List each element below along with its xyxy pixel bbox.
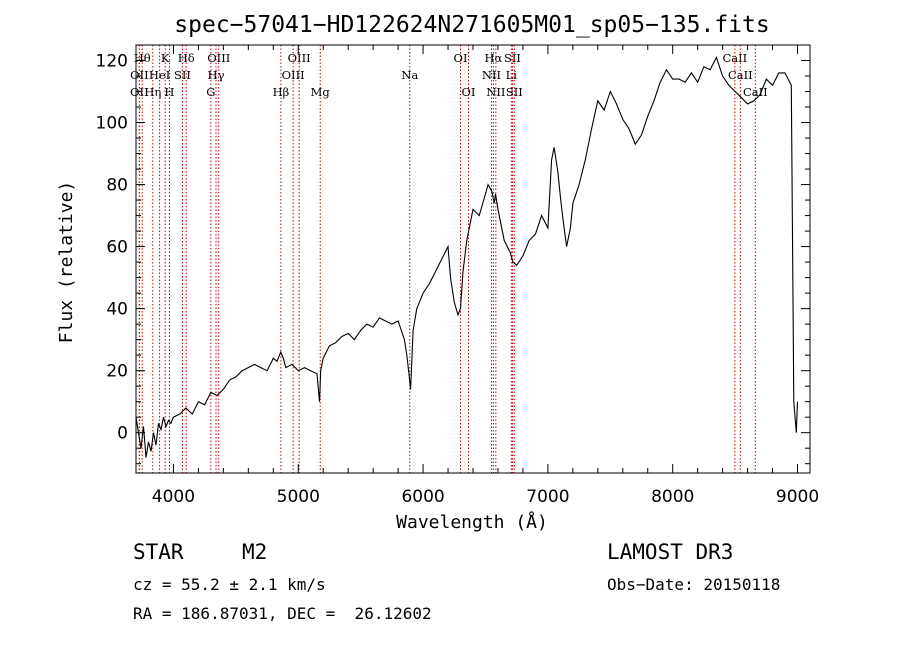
plot-frame: [135, 44, 811, 474]
marker-label-27: CaII: [743, 85, 768, 99]
marker-label-5: K: [161, 51, 170, 65]
redshift-value: cz = 55.2 ± 2.1 km/s: [133, 575, 326, 594]
line-markers: HθOIIOIIHηHeIKHSIIHδGHγOIIIHβOIIIOIIIMgN…: [130, 45, 768, 473]
x-tick-label-0: 4000: [152, 487, 195, 507]
marker-label-4: HeI: [149, 68, 170, 82]
marker-label-24: SII: [506, 85, 523, 99]
marker-label-9: G: [206, 85, 215, 99]
y-tick-label-5: 100: [96, 114, 128, 134]
marker-label-8: Hδ: [178, 51, 195, 65]
marker-label-12: Hβ: [273, 85, 290, 99]
y-tick-label-4: 80: [106, 176, 128, 196]
x-axis: 4000 5000 6000 7000 8000 9000: [152, 45, 819, 507]
y-tick-label-6: 120: [96, 52, 128, 72]
marker-label-11: OIII: [207, 51, 230, 65]
marker-label-17: OI: [454, 51, 468, 65]
x-tick-label-3: 7000: [526, 487, 569, 507]
y-tick-label-1: 20: [106, 362, 128, 382]
marker-label-3: Hη: [144, 85, 161, 99]
observation-date: Obs−Date: 20150118: [607, 575, 781, 594]
marker-label-15: Mg: [311, 85, 331, 99]
marker-label-21: NII: [486, 85, 505, 99]
marker-label-20: Hα: [484, 51, 502, 65]
marker-label-18: OI: [462, 85, 476, 99]
x-tick-label-4: 8000: [651, 487, 694, 507]
y-axis: 0 20 40 60 80 100 120: [96, 52, 810, 465]
survey-name: LAMOST DR3: [607, 540, 734, 564]
y-tick-label-3: 60: [106, 238, 128, 258]
marker-label-7: SII: [174, 68, 191, 82]
marker-label-0: Hθ: [134, 51, 151, 65]
marker-label-26: CaII: [728, 68, 753, 82]
y-tick-label-2: 40: [106, 300, 128, 320]
marker-label-22: Li: [506, 68, 518, 82]
x-tick-label-2: 6000: [401, 487, 444, 507]
chart-title: spec−57041−HD122624N271605M01_sp05−135.f…: [174, 12, 769, 38]
y-tick-label-0: 0: [117, 424, 128, 444]
x-tick-label-1: 5000: [277, 487, 320, 507]
object-subclass: M2: [242, 540, 268, 564]
object-class: STAR: [133, 540, 184, 564]
marker-label-1: OII: [130, 68, 149, 82]
y-axis-label: Flux (relative): [56, 181, 77, 344]
coordinates: RA = 186.87031, DEC = 26.12602: [133, 604, 432, 623]
marker-label-19: NII: [482, 68, 501, 82]
marker-label-23: SII: [504, 51, 521, 65]
marker-label-6: H: [164, 85, 174, 99]
x-axis-label: Wavelength (Å): [396, 511, 548, 533]
marker-label-25: CaII: [722, 51, 747, 65]
marker-label-13: OIII: [282, 68, 305, 82]
marker-label-14: OIII: [288, 51, 311, 65]
x-tick-label-5: 9000: [776, 487, 819, 507]
marker-label-16: Na: [401, 68, 418, 82]
spectrum-line: [135, 55, 799, 458]
marker-label-10: Hγ: [208, 68, 225, 82]
